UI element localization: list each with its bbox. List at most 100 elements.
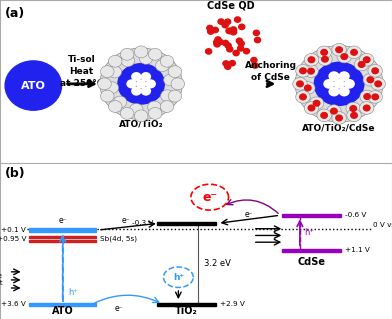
Circle shape: [350, 106, 356, 111]
Circle shape: [332, 43, 346, 56]
Text: CdSe: CdSe: [298, 257, 326, 267]
Circle shape: [134, 110, 148, 122]
Circle shape: [100, 90, 114, 102]
Circle shape: [163, 74, 177, 86]
Circle shape: [105, 82, 119, 94]
Circle shape: [243, 48, 250, 54]
Circle shape: [233, 50, 239, 56]
Circle shape: [145, 79, 156, 88]
Text: +3.6 V: +3.6 V: [2, 301, 26, 307]
Circle shape: [139, 52, 153, 64]
Circle shape: [317, 46, 331, 59]
Circle shape: [336, 115, 342, 121]
Text: Anchoring: Anchoring: [245, 62, 296, 70]
Circle shape: [214, 42, 220, 47]
Circle shape: [296, 64, 310, 77]
Circle shape: [337, 50, 352, 63]
Circle shape: [100, 66, 114, 78]
Circle shape: [351, 113, 357, 118]
Circle shape: [296, 91, 310, 103]
Circle shape: [134, 46, 148, 58]
Circle shape: [160, 55, 174, 67]
Circle shape: [368, 64, 383, 77]
Circle shape: [225, 19, 231, 25]
Circle shape: [117, 63, 165, 105]
Circle shape: [367, 77, 374, 83]
Text: at 250°C: at 250°C: [60, 78, 103, 87]
Circle shape: [317, 109, 331, 122]
Circle shape: [328, 87, 339, 96]
FancyBboxPatch shape: [29, 302, 96, 306]
Circle shape: [251, 57, 257, 63]
Text: (b): (b): [5, 167, 25, 180]
Circle shape: [308, 57, 315, 63]
Text: e⁻: e⁻: [245, 211, 253, 219]
Circle shape: [363, 57, 370, 63]
FancyBboxPatch shape: [282, 249, 341, 252]
FancyBboxPatch shape: [157, 302, 216, 306]
Circle shape: [129, 103, 143, 115]
Circle shape: [109, 100, 122, 112]
Circle shape: [327, 105, 341, 117]
Circle shape: [359, 53, 374, 66]
Text: e⁻: e⁻: [202, 191, 217, 204]
Circle shape: [148, 101, 161, 113]
Text: ATO/TiO₂/CdSe: ATO/TiO₂/CdSe: [302, 123, 376, 132]
Circle shape: [341, 54, 347, 59]
Circle shape: [120, 48, 134, 60]
FancyBboxPatch shape: [157, 222, 216, 225]
Circle shape: [222, 22, 228, 28]
FancyBboxPatch shape: [29, 236, 96, 238]
Circle shape: [148, 108, 162, 119]
Circle shape: [314, 62, 365, 106]
Circle shape: [372, 68, 378, 74]
Circle shape: [131, 72, 142, 81]
Circle shape: [304, 65, 318, 78]
Circle shape: [168, 66, 182, 78]
Circle shape: [339, 71, 350, 81]
Circle shape: [5, 61, 62, 110]
Text: CdSe QD: CdSe QD: [207, 1, 255, 11]
Text: h⁺: h⁺: [173, 273, 184, 282]
Circle shape: [113, 96, 127, 108]
Text: TiO₂: TiO₂: [175, 307, 198, 316]
Text: 3.2 eV: 3.2 eV: [204, 259, 231, 268]
Circle shape: [364, 94, 370, 100]
Circle shape: [229, 61, 235, 66]
Text: +0.1 V: +0.1 V: [2, 227, 26, 233]
Circle shape: [368, 91, 383, 103]
Text: Sb(4d, 5s): Sb(4d, 5s): [100, 235, 137, 242]
Circle shape: [141, 86, 151, 96]
Circle shape: [359, 102, 374, 114]
Circle shape: [136, 79, 146, 88]
Circle shape: [222, 41, 229, 46]
Text: e⁻: e⁻: [114, 304, 123, 314]
Text: ATO: ATO: [21, 81, 46, 91]
Circle shape: [100, 48, 182, 120]
Circle shape: [309, 97, 324, 109]
Circle shape: [254, 37, 261, 43]
Circle shape: [205, 49, 212, 54]
Circle shape: [313, 100, 320, 106]
Circle shape: [168, 90, 182, 102]
Circle shape: [214, 40, 220, 45]
Circle shape: [131, 86, 142, 96]
Circle shape: [171, 78, 185, 90]
Circle shape: [304, 102, 319, 114]
Circle shape: [156, 60, 169, 72]
Circle shape: [234, 17, 241, 22]
Circle shape: [215, 37, 221, 42]
Circle shape: [308, 105, 315, 111]
Circle shape: [358, 62, 365, 67]
Circle shape: [207, 26, 213, 31]
Circle shape: [295, 46, 383, 122]
Text: Visible
light: Visible light: [0, 273, 3, 286]
Circle shape: [160, 100, 174, 112]
Text: ATO/TiO₂: ATO/TiO₂: [119, 120, 163, 129]
Circle shape: [323, 79, 334, 89]
Circle shape: [336, 47, 342, 53]
Circle shape: [347, 46, 361, 59]
Circle shape: [363, 73, 377, 86]
Circle shape: [236, 38, 242, 43]
Circle shape: [322, 56, 328, 62]
